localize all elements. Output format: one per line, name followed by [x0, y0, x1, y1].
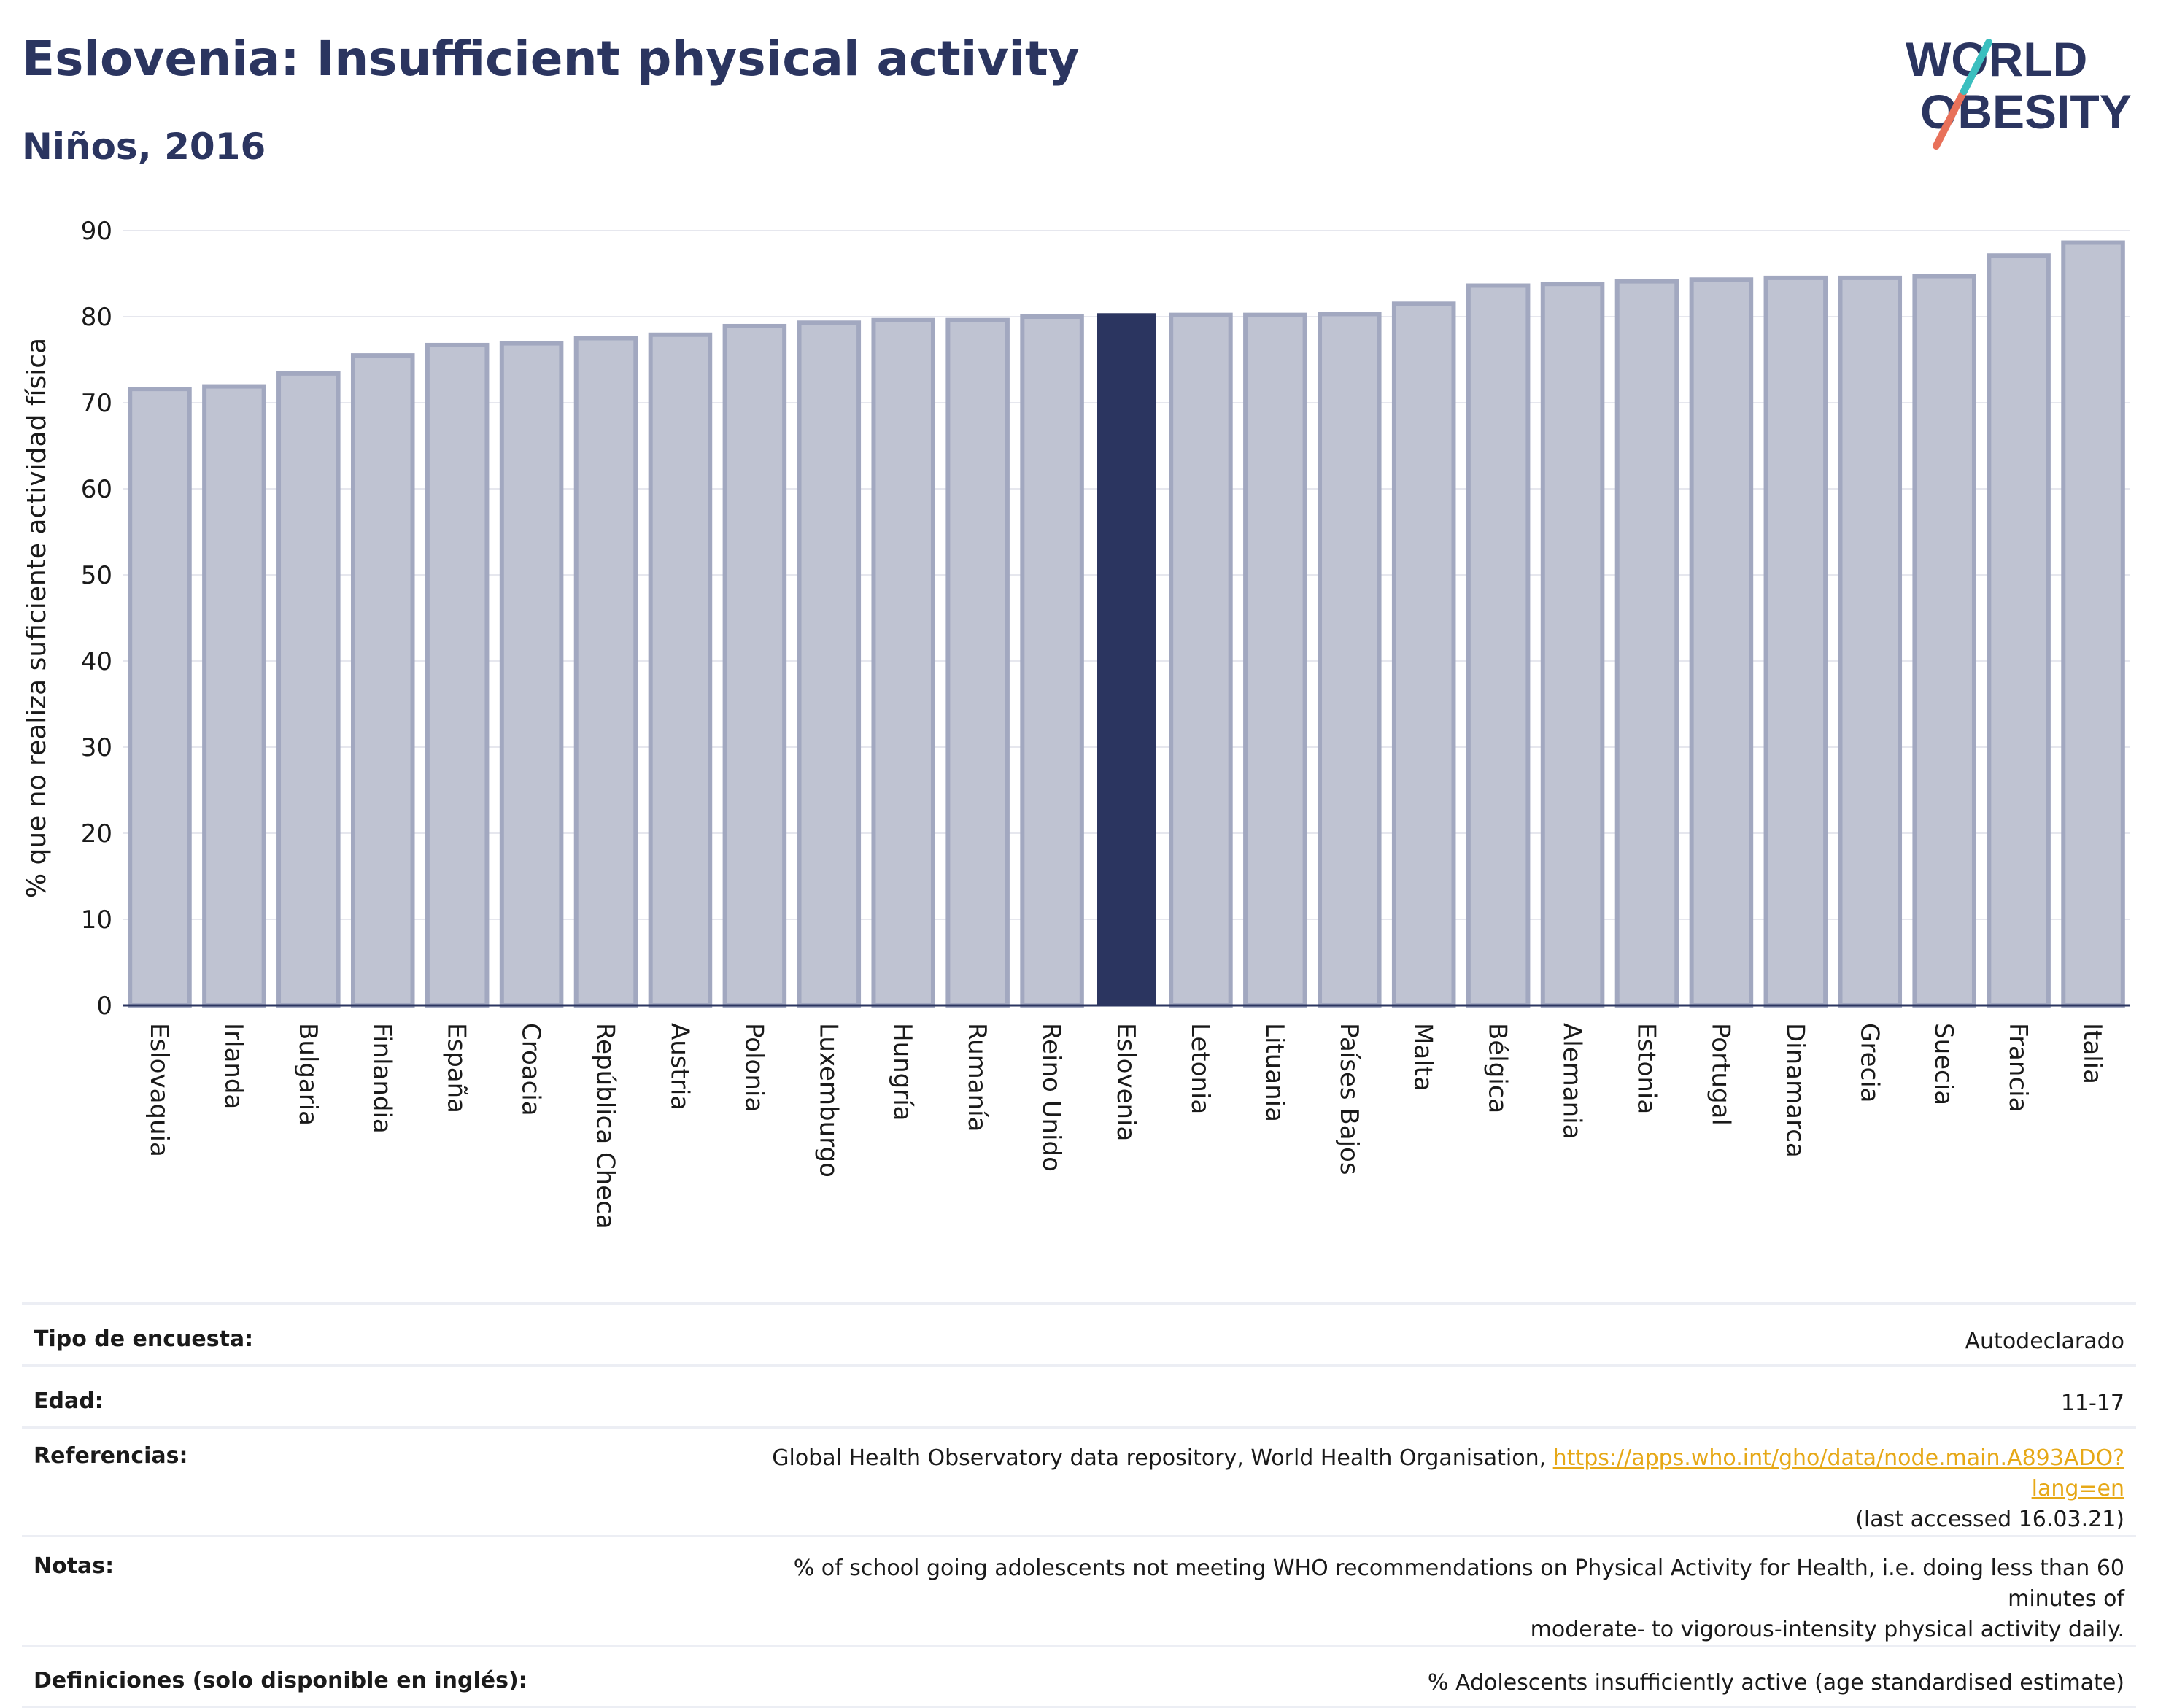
x-tick-label: Grecia [1855, 1023, 1884, 1102]
info-label: Tipo de encuesta: [22, 1302, 690, 1366]
bar-chart: 0 10 20 30 40 50 60 70 80 90 Eslovaquia Irlanda Bul… [22, 217, 2130, 1229]
info-row-notes: Notas: % of school going adolescents not… [22, 1535, 2136, 1647]
x-tick-label: España [442, 1023, 471, 1113]
bar-letonia [1169, 312, 1233, 1008]
chart-subtitle: Niños, 2016 [22, 125, 266, 168]
info-value: Autodeclarado [690, 1302, 2136, 1366]
bar-portugal [1689, 277, 1754, 1008]
notes-text: % of school going adolescents not meetin… [793, 1556, 2124, 1612]
x-tick-label: Letonia [1186, 1023, 1215, 1114]
x-tick-label: Finlandia [368, 1023, 397, 1134]
bar-españa [425, 342, 490, 1008]
bar-estonia [1614, 279, 1679, 1008]
reference-link[interactable]: https://apps.who.int/gho/data/node.main.… [1552, 1445, 2124, 1502]
y-tick-label: 30 [81, 733, 112, 762]
info-row-age: Edad: 11-17 [22, 1364, 2136, 1428]
bar-bulgaria [276, 371, 341, 1008]
bar-hungría [871, 317, 935, 1008]
bar-luxemburgo [797, 320, 862, 1008]
bar-rumanía [945, 317, 1010, 1008]
bar-dinamarca [1763, 275, 1828, 1008]
logo-word-world: WORLD [1906, 32, 2087, 86]
logo-slash-coral [1933, 88, 1968, 150]
x-tick-label: Francia [2003, 1023, 2033, 1112]
y-tick-label: 40 [81, 647, 112, 676]
bar-grecia [1838, 275, 1903, 1008]
info-label: Definiciones (solo disponible en inglés)… [22, 1645, 690, 1708]
x-tick-label: Malta [1409, 1023, 1438, 1091]
bar-lituania [1243, 312, 1307, 1008]
y-tick-label: 80 [81, 303, 112, 332]
info-row-references: Referencias: Global Health Observatory d… [22, 1426, 2136, 1537]
x-tick-label: Polonia [739, 1023, 768, 1112]
logo-slash-teal [1960, 39, 1992, 95]
x-tick-label: Rumanía [962, 1023, 991, 1132]
bar-polonia [722, 323, 787, 1008]
x-tick-label: Hungría [888, 1023, 917, 1121]
info-label: Notas: [22, 1535, 690, 1647]
x-tick-label: República Checa [591, 1023, 620, 1229]
world-obesity-logo: WORLD OBESITY [1906, 32, 2132, 150]
info-value: 11-17 [690, 1364, 2136, 1428]
x-tick-label: Eslovaquia [144, 1023, 174, 1157]
y-tick-label: 10 [81, 905, 112, 935]
x-tick-label: Países Bajos [1334, 1023, 1364, 1175]
info-value: % of school going adolescents not meetin… [690, 1535, 2136, 1647]
x-tick-label: Suecia [1929, 1023, 1958, 1105]
bar-croacia [499, 341, 564, 1008]
x-tick-label: Bulgaria [293, 1023, 322, 1126]
x-tick-label: Dinamarca [1780, 1023, 1809, 1158]
bar-reino-unido [1020, 314, 1084, 1008]
info-label: Edad: [22, 1364, 690, 1428]
x-tick-label: Alemania [1558, 1023, 1587, 1139]
y-tick-label: 90 [81, 217, 112, 246]
y-tick-label: 0 [96, 992, 112, 1021]
info-value: Global Health Observatory data repositor… [690, 1426, 2136, 1537]
notes-text-cont: moderate- to vigorous-intensity physical… [1530, 1617, 2124, 1642]
x-tick-label: Portugal [1706, 1023, 1735, 1126]
bar-bélgica [1466, 283, 1531, 1008]
bar-eslovaquia [128, 387, 192, 1008]
bar-alemania [1540, 282, 1605, 1008]
x-tick-label: Lituania [1260, 1023, 1289, 1122]
info-label: Referencias: [22, 1426, 690, 1537]
info-value: % Adolescents insufficiently active (age… [690, 1645, 2136, 1708]
y-tick-labels: 0 10 20 30 40 50 60 70 80 90 [81, 217, 112, 1021]
x-tick-labels: Eslovaquia Irlanda Bulgaria Finlandia España… [144, 1023, 2107, 1229]
chart-title: Eslovenia: Insufficient physical activit… [22, 31, 1080, 87]
info-row-definitions: Definiciones (solo disponible en inglés)… [22, 1645, 2136, 1708]
bar-finlandia [350, 353, 415, 1008]
y-tick-label: 50 [81, 561, 112, 590]
x-tick-label: Bélgica [1483, 1023, 1512, 1113]
bar-suecia [1912, 274, 1976, 1008]
info-row-survey-type: Tipo de encuesta: Autodeclarado [22, 1302, 2136, 1366]
x-tick-label: Austria [665, 1023, 694, 1110]
bar-países-bajos [1318, 312, 1382, 1008]
y-tick-label: 70 [81, 389, 112, 418]
x-tick-label: Irlanda [219, 1023, 248, 1109]
bar-malta [1391, 301, 1456, 1008]
y-tick-label: 20 [81, 819, 112, 849]
reference-accessed: (last accessed 16.03.21) [1855, 1507, 2124, 1532]
bar-austria [648, 332, 713, 1008]
bar-república-checa [573, 336, 638, 1008]
bars [128, 240, 2125, 1008]
reference-text: Global Health Observatory data repositor… [772, 1445, 1553, 1471]
bar-eslovenia [1097, 313, 1156, 1005]
x-tick-label: Italia [2078, 1023, 2107, 1084]
bar-francia [1987, 253, 2051, 1008]
bar-irlanda [202, 384, 266, 1008]
x-tick-label: Croacia [517, 1023, 546, 1116]
x-tick-label: Reino Unido [1037, 1023, 1066, 1172]
x-tick-label: Luxemburgo [813, 1023, 843, 1178]
info-table: Tipo de encuesta: Autodeclarado Edad: 11… [22, 1302, 2136, 1708]
y-axis-label: % que no realiza suficiente actividad fí… [22, 338, 52, 898]
bar-italia [2061, 240, 2125, 1008]
y-tick-label: 60 [81, 475, 112, 504]
x-tick-label: Estonia [1631, 1023, 1660, 1114]
x-tick-label: Eslovenia [1111, 1023, 1140, 1141]
